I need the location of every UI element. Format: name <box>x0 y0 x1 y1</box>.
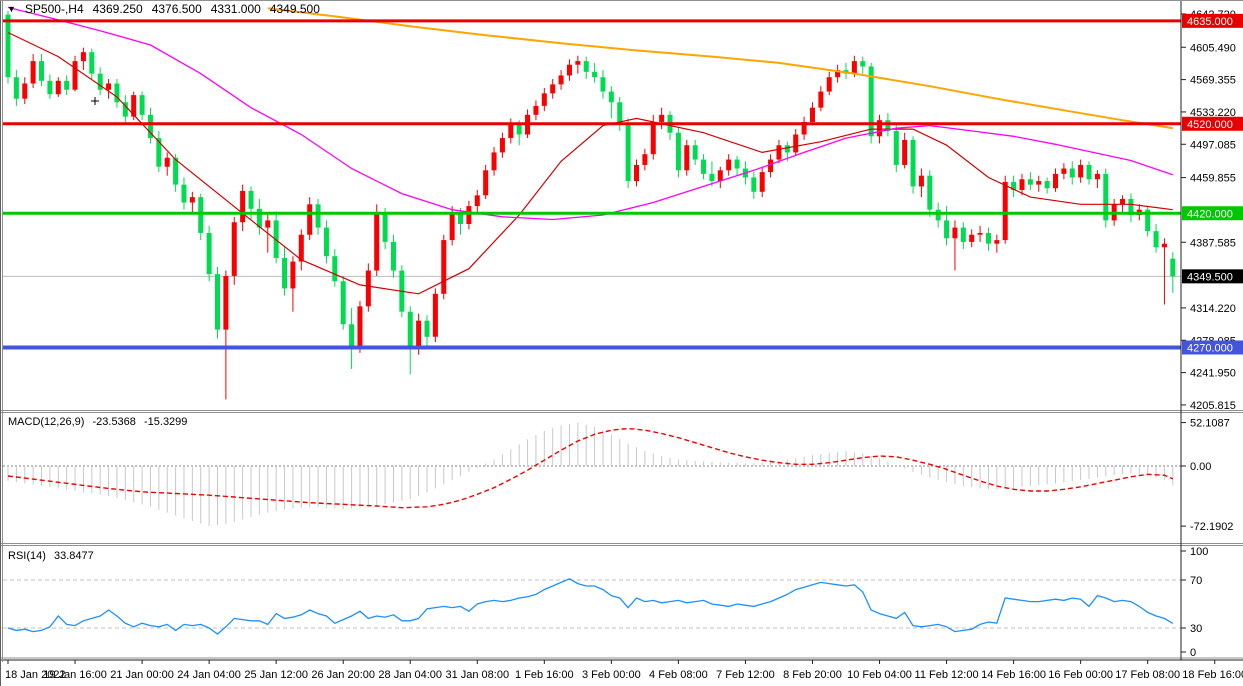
time-tick-label: 4 Feb 08:00 <box>649 669 708 681</box>
rsi-value: 33.8477 <box>53 550 94 562</box>
macd-name: MACD(12,26,9) <box>8 416 85 428</box>
rsi-tick-label: 70 <box>1190 575 1202 587</box>
orange-ma <box>267 7 1173 130</box>
time-tick-label: 10 Feb 04:00 <box>847 669 912 681</box>
macd-tick-label: 52.1087 <box>1190 418 1230 430</box>
rsi-panel[interactable] <box>3 578 1181 635</box>
rsi-line <box>7 578 1174 635</box>
macd-tick-label: -72.1902 <box>1190 521 1233 533</box>
candles <box>5 11 1176 400</box>
time-tick-label: 19 Jan 16:00 <box>43 669 107 681</box>
open-value: 4369.250 <box>92 2 143 16</box>
high-value: 4376.500 <box>151 2 202 16</box>
price-tick-label: 4533.220 <box>1190 107 1236 119</box>
time-tick-label: 28 Jan 04:00 <box>378 669 442 681</box>
price-tick-label: 4387.585 <box>1190 237 1236 249</box>
price-axis: 4642.7204605.4904569.3554533.2204497.085… <box>0 0 1243 661</box>
red-ma <box>7 31 1173 295</box>
symbol-dropdown-icon: ▼ <box>7 3 16 14</box>
time-tick-label: 18 Feb 16:00 <box>1182 669 1243 681</box>
price-badge-label: 4520.000 <box>1187 119 1233 131</box>
price-tick-label: 4459.855 <box>1190 173 1236 185</box>
macd-panel[interactable] <box>3 422 1181 526</box>
macd-histogram <box>7 422 1174 526</box>
time-tick-label: 3 Feb 00:00 <box>582 669 641 681</box>
price-badge-label: 4420.000 <box>1187 208 1233 220</box>
time-tick-label: 31 Jan 08:00 <box>445 669 509 681</box>
price-tick-label: 4497.085 <box>1190 139 1236 151</box>
time-tick-label: 24 Jan 04:00 <box>177 669 241 681</box>
macd-tick-label: 0.00 <box>1190 461 1211 473</box>
time-tick-label: 26 Jan 20:00 <box>311 669 375 681</box>
time-tick-label: 16 Feb 00:00 <box>1048 669 1113 681</box>
rsi-tick-label: 30 <box>1190 623 1202 635</box>
time-tick-label: 8 Feb 20:00 <box>783 669 842 681</box>
close-value: 4349.500 <box>269 2 320 16</box>
cross-marker <box>91 97 99 105</box>
price-badge-label: 4635.000 <box>1187 16 1233 28</box>
time-tick-label: 18 Jan 2022 <box>5 669 66 681</box>
time-tick-label: 17 Feb 08:00 <box>1115 669 1180 681</box>
magenta-ma <box>7 6 1174 221</box>
rsi-name: RSI(14) <box>8 550 46 562</box>
panel-separators <box>0 410 1243 659</box>
rsi-tick-label: 100 <box>1190 546 1208 558</box>
chart-title: ▼ SP500-,H4 4369.250 4376.500 4331.000 4… <box>7 2 320 16</box>
rsi-tick-label: 0 <box>1190 647 1196 659</box>
macd-indicator-label: MACD(12,26,9) -23.5368 -15.3299 <box>8 416 187 428</box>
low-value: 4331.000 <box>210 2 261 16</box>
time-tick-label: 25 Jan 12:00 <box>244 669 308 681</box>
time-tick-label: 11 Feb 12:00 <box>915 669 979 681</box>
time-tick-label: 1 Feb 16:00 <box>515 669 574 681</box>
price-badge-label: 4270.000 <box>1187 342 1233 354</box>
price-tick-label: 4569.355 <box>1190 75 1236 87</box>
price-chart-panel[interactable] <box>3 6 1181 400</box>
macd-main-value: -23.5368 <box>92 416 136 428</box>
price-tick-label: 4314.220 <box>1190 303 1236 315</box>
macd-signal-line <box>7 427 1174 509</box>
rsi-indicator-label: RSI(14) 33.8477 <box>8 550 94 562</box>
price-tick-label: 4605.490 <box>1190 42 1236 54</box>
macd-signal-value: -15.3299 <box>143 416 188 428</box>
time-tick-label: 7 Feb 12:00 <box>716 669 775 681</box>
price-badges: 4635.000 4520.000 4420.000 4349.500 4270.000 <box>1182 13 1243 355</box>
price-tick-label: 4205.815 <box>1190 400 1236 412</box>
symbol-period-label: SP500-,H4 <box>24 2 84 16</box>
time-tick-label: 14 Feb 16:00 <box>981 669 1046 681</box>
price-badge-label: 4349.500 <box>1187 271 1233 283</box>
price-tick-label: 4241.950 <box>1190 368 1236 380</box>
time-tick-label: 21 Jan 00:00 <box>110 669 174 681</box>
